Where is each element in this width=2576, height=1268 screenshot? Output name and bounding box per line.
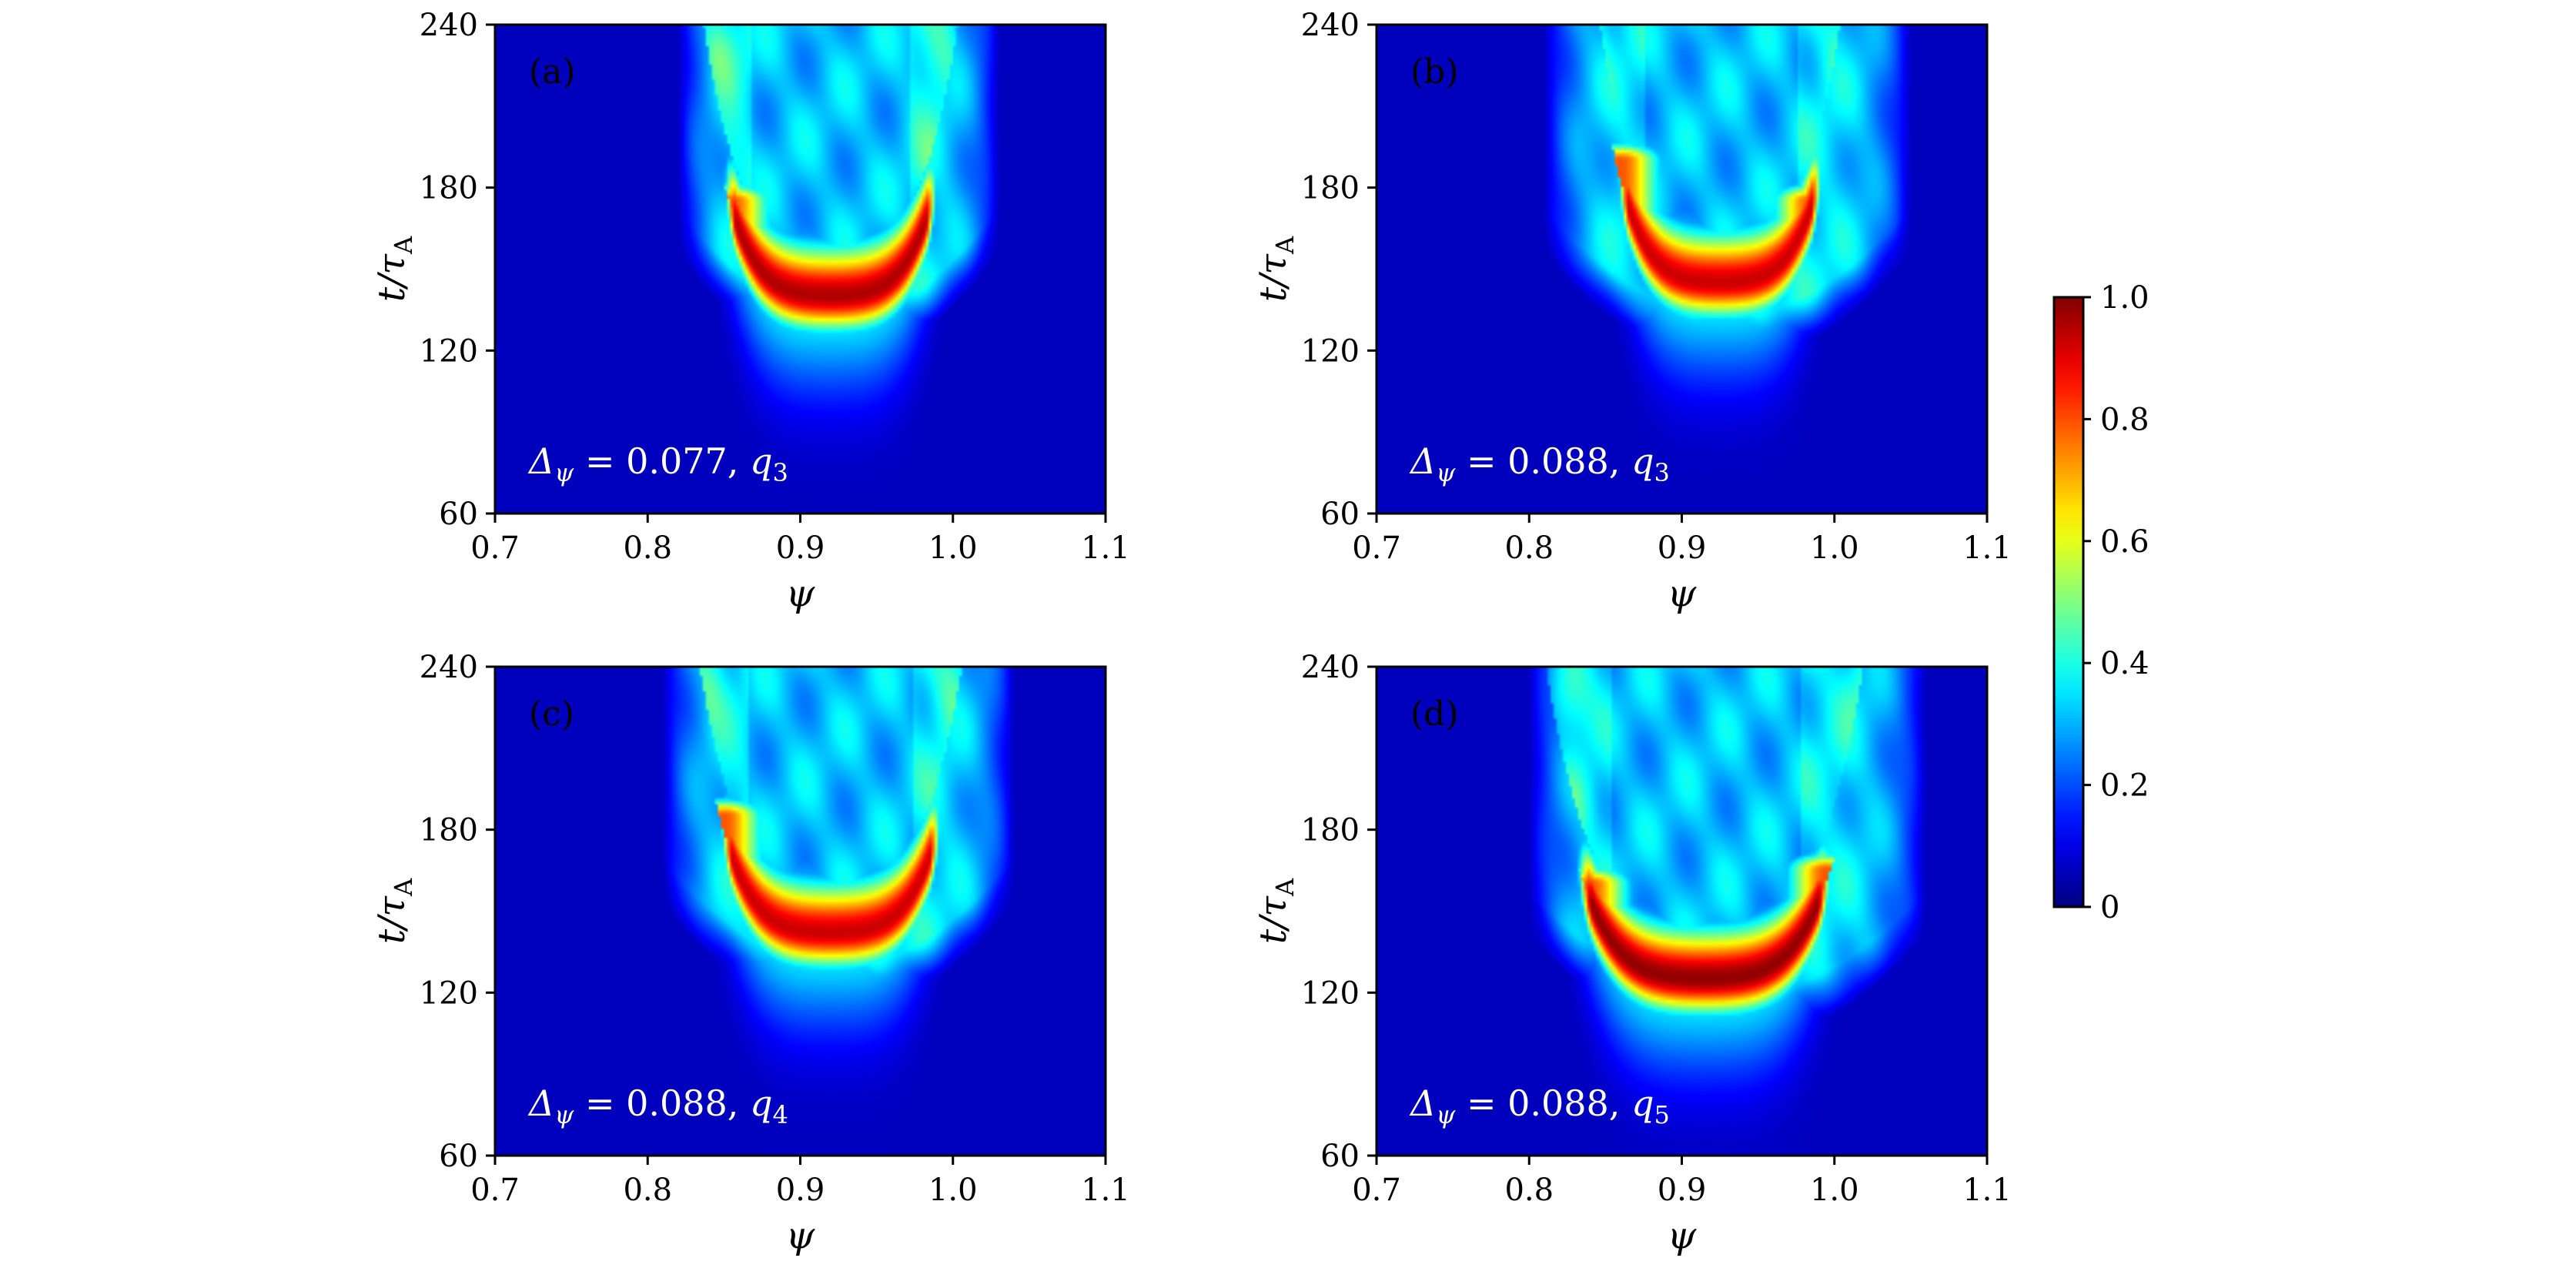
y-tick-label: 240	[1301, 8, 1360, 43]
x-tick-label: 0.8	[1504, 1173, 1554, 1208]
x-tick-label: 0.7	[1352, 1173, 1401, 1208]
panel-label: (a)	[529, 52, 576, 92]
x-tick-label: 0.9	[776, 1173, 825, 1208]
x-axis-label: ψ	[1668, 572, 1698, 615]
panel-label: (c)	[529, 694, 574, 734]
panel-a: 0.7 0.8 0.9 1.0 1.1 60 120 180 240 ψ t/τA (a) Δψ = 0…	[370, 8, 1130, 615]
x-axis-label: ψ	[1668, 1214, 1698, 1257]
y-axis-label: t/τA	[370, 236, 418, 302]
x-tick-label: 1.1	[1081, 1173, 1130, 1208]
colorbar-gradient	[2052, 296, 2085, 908]
y-tick-label: 60	[439, 1139, 478, 1174]
panel-c: 0.7 0.8 0.9 1.0 1.1 60 120 180 240 ψ t/τA (c) Δψ = 0…	[370, 650, 1130, 1257]
y-tick-label: 240	[420, 8, 478, 43]
colorbar-tick-label: 0.4	[2100, 646, 2149, 681]
y-tick-label: 180	[1301, 171, 1360, 206]
y-tick-label: 240	[1301, 650, 1360, 685]
x-tick-label: 1.1	[1962, 1173, 2012, 1208]
y-axis-label: t/τA	[1252, 236, 1300, 302]
x-tick-label: 0.7	[1352, 530, 1401, 566]
panel-label: (d)	[1410, 694, 1459, 734]
colorbar-tick-label: 1.0	[2100, 280, 2149, 316]
x-tick-label: 1.0	[1810, 1173, 1859, 1208]
x-tick-label: 1.0	[928, 1173, 978, 1208]
x-axis-label: ψ	[786, 572, 816, 615]
y-tick-label: 60	[439, 497, 478, 532]
x-tick-label: 0.8	[623, 1173, 672, 1208]
heatmap-image	[495, 667, 1106, 1156]
y-tick-label: 180	[420, 813, 478, 848]
y-tick-label: 60	[1320, 1139, 1360, 1174]
panel-label: (b)	[1410, 52, 1459, 92]
panel-d: 0.7 0.8 0.9 1.0 1.1 60 120 180 240 ψ t/τA (d) Δψ = 0…	[1252, 650, 2012, 1257]
x-tick-label: 0.8	[1504, 530, 1554, 566]
x-tick-label: 1.1	[1081, 530, 1130, 566]
y-tick-label: 240	[420, 650, 478, 685]
panel-b: 0.7 0.8 0.9 1.0 1.1 60 120 180 240 ψ t/τA (b) Δψ = 0…	[1252, 8, 2012, 615]
colorbar-tick-label: 0.8	[2100, 402, 2149, 437]
colorbar: 0 0.2 0.4 0.6 0.8 1.0	[2052, 280, 2149, 925]
y-tick-label: 180	[1301, 813, 1360, 848]
x-tick-label: 0.8	[623, 530, 672, 566]
heatmap-image	[1377, 667, 1987, 1156]
x-tick-label: 1.1	[1962, 530, 2012, 566]
heatmap-image	[1377, 25, 1987, 514]
colorbar-tick-label: 0.2	[2100, 768, 2149, 804]
y-tick-label: 120	[1301, 975, 1360, 1011]
y-tick-label: 120	[420, 975, 478, 1011]
y-tick-label: 120	[1301, 333, 1360, 369]
panel-annotation: Δψ = 0.088, q4	[527, 1082, 788, 1129]
panel-annotation: Δψ = 0.088, q3	[1409, 440, 1670, 487]
x-tick-label: 1.0	[928, 530, 978, 566]
x-axis-label: ψ	[786, 1214, 816, 1257]
panel-annotation: Δψ = 0.088, q5	[1409, 1082, 1670, 1129]
colorbar-tick-label: 0	[2100, 890, 2119, 925]
colorbar-tick-label: 0.6	[2100, 524, 2149, 560]
y-tick-label: 60	[1320, 497, 1360, 532]
x-tick-label: 0.9	[1658, 1173, 1707, 1208]
x-tick-label: 0.9	[776, 530, 825, 566]
y-axis-label: t/τA	[370, 878, 418, 944]
x-tick-label: 0.7	[470, 530, 520, 566]
x-tick-label: 0.9	[1658, 530, 1707, 566]
panel-annotation: Δψ = 0.077, q3	[527, 440, 788, 487]
x-tick-label: 0.7	[470, 1173, 520, 1208]
heatmap-image	[495, 25, 1106, 514]
y-tick-label: 180	[420, 171, 478, 206]
y-axis-label: t/τA	[1252, 878, 1300, 944]
x-tick-label: 1.0	[1810, 530, 1859, 566]
y-tick-label: 120	[420, 333, 478, 369]
